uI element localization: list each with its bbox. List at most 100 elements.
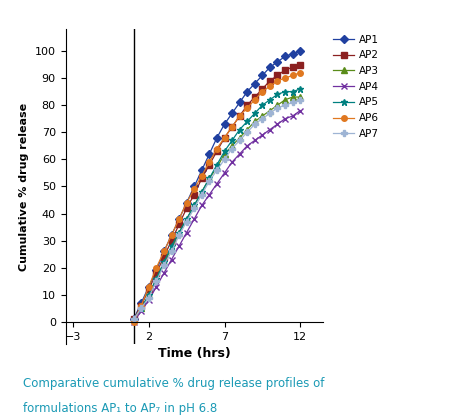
AP5 bbox=[199, 189, 205, 194]
AP1 bbox=[176, 217, 182, 222]
AP2 bbox=[244, 103, 250, 108]
AP7 bbox=[176, 233, 182, 238]
AP7 bbox=[290, 100, 295, 105]
AP5 bbox=[146, 292, 152, 297]
AP2 bbox=[168, 238, 174, 243]
AP1 bbox=[275, 59, 280, 65]
AP5 bbox=[168, 243, 174, 248]
Line: AP1: AP1 bbox=[131, 48, 303, 322]
AP6 bbox=[229, 124, 235, 129]
AP3 bbox=[154, 276, 159, 281]
AP7 bbox=[244, 130, 250, 135]
AP3 bbox=[146, 292, 152, 297]
AP4 bbox=[191, 217, 197, 222]
AP2 bbox=[229, 124, 235, 129]
AP5 bbox=[237, 127, 242, 132]
AP7 bbox=[161, 262, 167, 268]
AP6 bbox=[168, 233, 174, 238]
AP3 bbox=[199, 189, 205, 194]
AP2 bbox=[154, 271, 159, 276]
AP4 bbox=[229, 160, 235, 165]
AP4 bbox=[199, 203, 205, 208]
Text: Comparative cumulative % drug release profiles of: Comparative cumulative % drug release pr… bbox=[23, 377, 325, 390]
AP3 bbox=[131, 317, 137, 322]
AP3 bbox=[297, 95, 303, 100]
AP4 bbox=[275, 122, 280, 127]
AP3 bbox=[168, 246, 174, 251]
AP5 bbox=[260, 103, 265, 108]
X-axis label: Time (hrs): Time (hrs) bbox=[158, 347, 231, 360]
AP6 bbox=[154, 265, 159, 270]
AP6 bbox=[176, 217, 182, 222]
AP1 bbox=[139, 300, 144, 305]
AP3 bbox=[260, 114, 265, 119]
AP3 bbox=[290, 95, 295, 100]
AP6 bbox=[260, 89, 265, 94]
AP4 bbox=[131, 319, 137, 324]
AP1 bbox=[214, 135, 220, 140]
AP5 bbox=[191, 203, 197, 208]
AP4 bbox=[214, 181, 220, 186]
AP2 bbox=[222, 135, 227, 140]
AP4 bbox=[260, 132, 265, 137]
AP5 bbox=[267, 97, 273, 102]
AP2 bbox=[139, 303, 144, 308]
AP7 bbox=[214, 168, 220, 173]
AP5 bbox=[184, 217, 190, 222]
AP1 bbox=[252, 81, 257, 86]
AP1 bbox=[154, 268, 159, 273]
AP1 bbox=[184, 200, 190, 205]
AP1 bbox=[191, 184, 197, 189]
AP5 bbox=[297, 86, 303, 91]
AP6 bbox=[199, 173, 205, 178]
AP6 bbox=[131, 319, 137, 324]
AP1 bbox=[260, 73, 265, 78]
Line: AP2: AP2 bbox=[131, 62, 303, 322]
AP5 bbox=[282, 89, 288, 94]
AP2 bbox=[131, 317, 137, 322]
AP2 bbox=[214, 149, 220, 154]
AP4 bbox=[139, 308, 144, 313]
AP4 bbox=[184, 230, 190, 235]
AP7 bbox=[131, 317, 137, 322]
AP2 bbox=[184, 206, 190, 211]
AP7 bbox=[252, 122, 257, 127]
AP3 bbox=[206, 176, 212, 181]
AP6 bbox=[139, 303, 144, 308]
AP2 bbox=[282, 67, 288, 72]
AP6 bbox=[191, 186, 197, 191]
AP7 bbox=[146, 295, 152, 300]
AP7 bbox=[139, 306, 144, 311]
AP7 bbox=[229, 146, 235, 151]
AP7 bbox=[168, 249, 174, 254]
Line: AP5: AP5 bbox=[130, 85, 304, 323]
AP1 bbox=[290, 51, 295, 56]
AP4 bbox=[146, 298, 152, 303]
AP2 bbox=[297, 62, 303, 67]
Line: AP3: AP3 bbox=[131, 94, 303, 322]
AP6 bbox=[290, 73, 295, 78]
AP1 bbox=[168, 233, 174, 238]
Line: AP7: AP7 bbox=[131, 97, 303, 322]
AP2 bbox=[146, 287, 152, 292]
AP5 bbox=[229, 138, 235, 143]
AP5 bbox=[222, 149, 227, 154]
AP6 bbox=[214, 146, 220, 151]
Line: AP4: AP4 bbox=[130, 107, 304, 326]
AP5 bbox=[161, 260, 167, 265]
AP5 bbox=[176, 230, 182, 235]
AP2 bbox=[237, 114, 242, 119]
AP5 bbox=[206, 176, 212, 181]
AP7 bbox=[275, 106, 280, 111]
AP7 bbox=[282, 103, 288, 108]
AP5 bbox=[131, 317, 137, 322]
AP3 bbox=[176, 230, 182, 235]
AP7 bbox=[184, 219, 190, 224]
AP3 bbox=[229, 143, 235, 148]
AP7 bbox=[260, 116, 265, 121]
AP2 bbox=[176, 222, 182, 227]
Y-axis label: Cumulative % drug release: Cumulative % drug release bbox=[19, 102, 29, 271]
AP2 bbox=[161, 254, 167, 259]
AP3 bbox=[267, 108, 273, 113]
AP2 bbox=[290, 65, 295, 70]
